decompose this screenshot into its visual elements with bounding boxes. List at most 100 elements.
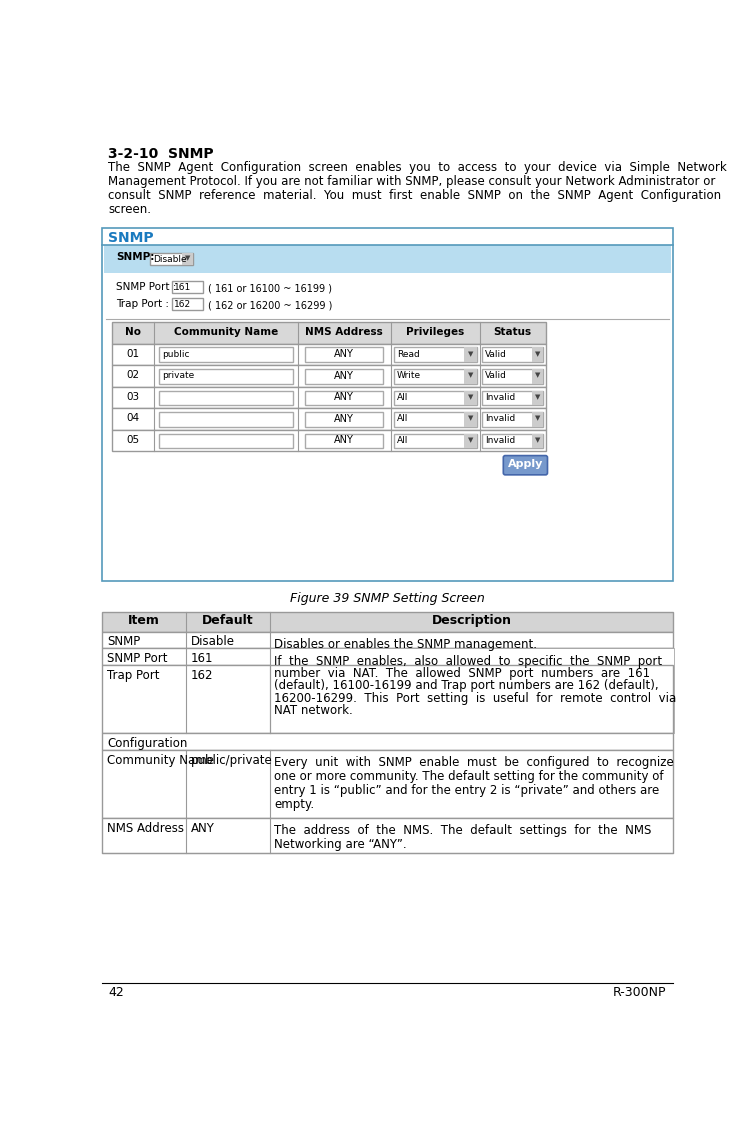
Text: Default: Default bbox=[202, 614, 253, 627]
Bar bbox=[159, 347, 293, 362]
Text: All: All bbox=[397, 392, 408, 402]
Text: ANY: ANY bbox=[334, 414, 354, 424]
Text: ▼: ▼ bbox=[535, 351, 541, 357]
Bar bbox=[464, 390, 476, 405]
Text: 05: 05 bbox=[126, 435, 139, 445]
Text: consult  SNMP  reference  material.  You  must  first  enable  SNMP  on  the  SN: consult SNMP reference material. You mus… bbox=[108, 189, 721, 202]
Text: screen.: screen. bbox=[108, 202, 151, 216]
Text: Apply: Apply bbox=[508, 460, 543, 470]
Bar bbox=[112, 429, 546, 452]
Bar bbox=[464, 413, 476, 427]
Bar bbox=[102, 750, 673, 818]
Bar bbox=[482, 413, 544, 427]
Text: Write: Write bbox=[397, 371, 421, 380]
Text: SNMP Port: SNMP Port bbox=[107, 652, 167, 665]
Bar bbox=[305, 434, 383, 448]
Bar bbox=[102, 665, 673, 733]
Bar bbox=[112, 321, 546, 344]
Bar bbox=[159, 390, 293, 405]
Text: The  SNMP  Agent  Configuration  screen  enables  you  to  access  to  your  dev: The SNMP Agent Configuration screen enab… bbox=[108, 161, 727, 174]
Bar bbox=[172, 298, 203, 310]
Bar bbox=[394, 347, 476, 362]
Text: 3-2-10  SNMP: 3-2-10 SNMP bbox=[108, 147, 214, 161]
Text: ( 162 or 16200 ~ 16299 ): ( 162 or 16200 ~ 16299 ) bbox=[208, 300, 332, 310]
Text: 16200-16299.  This  Port  setting  is  useful  for  remote  control  via: 16200-16299. This Port setting is useful… bbox=[274, 691, 677, 705]
Text: ▼: ▼ bbox=[468, 351, 473, 357]
Text: All: All bbox=[397, 415, 408, 424]
Bar bbox=[159, 369, 293, 383]
Text: private: private bbox=[162, 371, 194, 380]
Bar bbox=[182, 253, 193, 265]
Bar bbox=[270, 649, 674, 733]
Bar bbox=[112, 365, 546, 387]
Text: Configuration: Configuration bbox=[107, 737, 187, 750]
Bar bbox=[464, 369, 476, 383]
Text: Disable: Disable bbox=[153, 255, 187, 264]
Bar bbox=[532, 390, 544, 405]
Text: Valid: Valid bbox=[485, 371, 507, 380]
Text: (default), 16100-16199 and Trap port numbers are 162 (default),: (default), 16100-16199 and Trap port num… bbox=[274, 679, 659, 692]
Text: 161: 161 bbox=[191, 652, 213, 665]
Bar bbox=[104, 245, 671, 273]
Text: Invalid: Invalid bbox=[485, 415, 516, 424]
Text: Management Protocol. If you are not familiar with SNMP, please consult your Netw: Management Protocol. If you are not fami… bbox=[108, 175, 716, 188]
Bar bbox=[102, 611, 673, 632]
Bar bbox=[394, 390, 476, 405]
Text: Trap Port :: Trap Port : bbox=[116, 299, 169, 309]
Text: 162: 162 bbox=[191, 669, 213, 682]
Text: ANY: ANY bbox=[334, 392, 354, 402]
Text: ▼: ▼ bbox=[535, 416, 541, 422]
Text: R-300NP: R-300NP bbox=[613, 987, 667, 999]
Text: ANY: ANY bbox=[191, 822, 215, 835]
Text: ▼: ▼ bbox=[535, 437, 541, 443]
Text: SNMP Port :: SNMP Port : bbox=[116, 282, 177, 292]
Text: 01: 01 bbox=[126, 348, 139, 359]
Text: Disable: Disable bbox=[191, 635, 234, 649]
Text: ▼: ▼ bbox=[468, 437, 473, 443]
Text: SNMP: SNMP bbox=[108, 232, 154, 245]
Text: Every  unit  with  SNMP  enable  must  be  configured  to  recognize: Every unit with SNMP enable must be conf… bbox=[274, 756, 674, 769]
Text: 42: 42 bbox=[108, 987, 124, 999]
FancyBboxPatch shape bbox=[503, 455, 547, 474]
Bar bbox=[102, 649, 673, 665]
Text: ANY: ANY bbox=[334, 435, 354, 445]
Bar bbox=[482, 347, 544, 362]
Bar bbox=[464, 434, 476, 448]
Bar bbox=[305, 347, 383, 362]
Text: Privileges: Privileges bbox=[406, 327, 464, 337]
Bar bbox=[532, 347, 544, 362]
Bar bbox=[159, 434, 293, 448]
Text: Community Name: Community Name bbox=[174, 327, 278, 337]
Text: ANY: ANY bbox=[334, 348, 354, 359]
Bar bbox=[532, 369, 544, 383]
Bar bbox=[482, 390, 544, 405]
Text: ANY: ANY bbox=[334, 371, 354, 381]
Text: ( 161 or 16100 ~ 16199 ): ( 161 or 16100 ~ 16199 ) bbox=[208, 283, 332, 293]
Text: Community Name: Community Name bbox=[107, 754, 214, 767]
Bar bbox=[394, 434, 476, 448]
Bar bbox=[159, 413, 293, 427]
Text: public/private: public/private bbox=[191, 754, 272, 767]
Bar bbox=[102, 818, 673, 853]
Text: Status: Status bbox=[494, 327, 531, 337]
Text: ▼: ▼ bbox=[468, 395, 473, 400]
Bar bbox=[305, 369, 383, 383]
Text: 04: 04 bbox=[126, 414, 139, 424]
Text: 02: 02 bbox=[126, 370, 139, 380]
Text: Read: Read bbox=[397, 350, 420, 359]
Text: 162: 162 bbox=[175, 300, 191, 309]
Text: number  via  NAT.  The  allowed  SNMP  port  numbers  are  161: number via NAT. The allowed SNMP port nu… bbox=[274, 667, 650, 680]
Text: ▼: ▼ bbox=[184, 255, 191, 261]
Text: Figure 39 SNMP Setting Screen: Figure 39 SNMP Setting Screen bbox=[290, 592, 485, 605]
Text: Invalid: Invalid bbox=[485, 436, 516, 445]
Text: ▼: ▼ bbox=[468, 416, 473, 422]
Text: No: No bbox=[125, 327, 141, 337]
Bar bbox=[394, 413, 476, 427]
Bar bbox=[305, 413, 383, 427]
Text: one or more community. The default setting for the community of: one or more community. The default setti… bbox=[274, 770, 664, 783]
Text: Item: Item bbox=[129, 614, 160, 627]
Text: Invalid: Invalid bbox=[485, 392, 516, 402]
Text: NMS Address: NMS Address bbox=[305, 327, 383, 337]
Bar bbox=[102, 228, 673, 581]
Text: ▼: ▼ bbox=[468, 372, 473, 379]
